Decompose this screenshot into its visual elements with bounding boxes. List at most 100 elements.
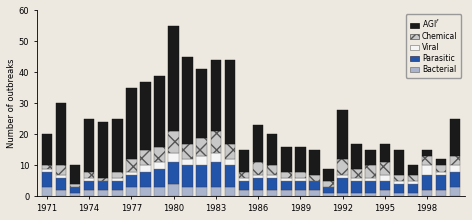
Bar: [239, 150, 249, 172]
Bar: [450, 156, 461, 165]
Bar: [422, 156, 432, 165]
Bar: [422, 175, 432, 190]
Bar: [422, 190, 432, 196]
Bar: [450, 187, 461, 196]
Bar: [253, 162, 263, 175]
Bar: [394, 193, 404, 196]
Bar: [169, 184, 179, 196]
Bar: [70, 165, 80, 184]
Bar: [112, 181, 123, 190]
Bar: [394, 184, 404, 193]
Bar: [169, 153, 179, 162]
Bar: [56, 175, 66, 178]
Bar: [379, 144, 390, 162]
Bar: [408, 184, 418, 193]
Bar: [408, 181, 418, 184]
Bar: [365, 165, 376, 178]
Bar: [225, 165, 235, 187]
Bar: [309, 150, 320, 175]
Bar: [267, 165, 278, 175]
Bar: [365, 193, 376, 196]
Bar: [365, 178, 376, 181]
Bar: [267, 178, 278, 190]
Bar: [84, 178, 94, 181]
Bar: [295, 181, 305, 190]
Bar: [295, 147, 305, 172]
Bar: [323, 187, 334, 193]
Bar: [56, 165, 66, 175]
Bar: [281, 172, 292, 178]
Bar: [379, 190, 390, 196]
Bar: [126, 159, 136, 172]
Bar: [422, 165, 432, 175]
Bar: [295, 172, 305, 178]
Bar: [84, 172, 94, 178]
Bar: [351, 181, 362, 193]
Bar: [436, 190, 447, 196]
Bar: [323, 193, 334, 196]
Bar: [182, 165, 193, 187]
Bar: [84, 181, 94, 190]
Bar: [56, 178, 66, 190]
Bar: [70, 193, 80, 196]
Bar: [295, 178, 305, 181]
Bar: [309, 175, 320, 181]
Bar: [182, 187, 193, 196]
Bar: [42, 187, 52, 196]
Bar: [98, 181, 109, 190]
Bar: [126, 88, 136, 159]
Bar: [225, 60, 235, 144]
Bar: [408, 193, 418, 196]
Bar: [337, 193, 348, 196]
Bar: [450, 165, 461, 172]
Bar: [225, 159, 235, 165]
Bar: [436, 172, 447, 175]
Bar: [211, 60, 221, 131]
Bar: [295, 190, 305, 196]
Bar: [112, 119, 123, 172]
Bar: [351, 144, 362, 169]
Bar: [436, 159, 447, 165]
Bar: [337, 159, 348, 175]
Bar: [337, 175, 348, 178]
Bar: [379, 175, 390, 181]
Bar: [126, 172, 136, 175]
Bar: [408, 175, 418, 181]
Bar: [225, 144, 235, 159]
Bar: [56, 103, 66, 165]
Bar: [211, 153, 221, 162]
Bar: [351, 193, 362, 196]
Bar: [394, 175, 404, 181]
Bar: [182, 144, 193, 159]
Bar: [42, 172, 52, 187]
Bar: [281, 181, 292, 190]
Bar: [337, 178, 348, 193]
Bar: [253, 175, 263, 178]
Bar: [394, 150, 404, 175]
Bar: [309, 181, 320, 190]
Bar: [323, 169, 334, 181]
Bar: [140, 172, 151, 187]
Bar: [351, 178, 362, 181]
Bar: [337, 110, 348, 159]
Bar: [281, 190, 292, 196]
Bar: [182, 159, 193, 165]
Bar: [154, 187, 165, 196]
Legend: AGI$^f$, Chemical, Viral, Parasitic, Bacterial: AGI$^f$, Chemical, Viral, Parasitic, Bac…: [406, 14, 461, 78]
Bar: [169, 26, 179, 131]
Bar: [365, 181, 376, 193]
Bar: [196, 156, 207, 165]
Bar: [70, 187, 80, 193]
Bar: [225, 187, 235, 196]
Bar: [126, 175, 136, 187]
Bar: [112, 190, 123, 196]
Bar: [422, 150, 432, 156]
Bar: [239, 181, 249, 190]
Bar: [196, 138, 207, 156]
Bar: [253, 190, 263, 196]
Bar: [211, 131, 221, 153]
Bar: [154, 169, 165, 187]
Bar: [253, 178, 263, 190]
Bar: [267, 175, 278, 178]
Bar: [140, 165, 151, 172]
